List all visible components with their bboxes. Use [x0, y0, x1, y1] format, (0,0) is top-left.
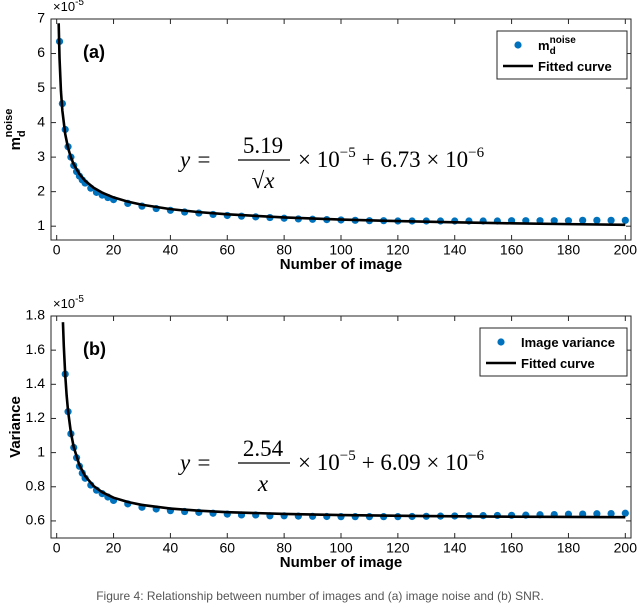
equation-denominator: √x — [252, 168, 276, 193]
plot: 0.6 0.8 1 1.2 1.4 1.6 1.8 0 20 40 60 80 100 120 140 160… — [7, 294, 637, 571]
data-point — [579, 216, 587, 224]
legend-label: Image variance — [521, 335, 615, 350]
exponent-sup: -5 — [75, 294, 84, 305]
legend-sup: noise — [550, 35, 577, 46]
exponent-base: ×10 — [53, 296, 75, 311]
legend-name: Fitted curve — [538, 59, 612, 74]
legend-box — [479, 327, 628, 377]
data-point — [621, 216, 629, 224]
data-point — [593, 216, 601, 224]
equation-denominator: x — [257, 471, 269, 496]
equation-offset: + 6.73 × 10 — [362, 147, 468, 172]
equation-lhs: y = — [178, 450, 211, 475]
x-tick-label: 40 — [163, 540, 179, 556]
y-tick-label: 1 — [37, 443, 45, 459]
y-tick-label: 4 — [37, 113, 45, 129]
axes-box — [50, 315, 632, 539]
equation-numerator: 5.19 — [243, 133, 283, 158]
x-tick-label: 200 — [614, 540, 638, 556]
x-axis-label: Number of image — [280, 554, 403, 571]
legend-marker — [497, 338, 505, 346]
x-tick-label: 180 — [557, 540, 581, 556]
equation-lhs: y = — [178, 147, 211, 172]
x-tick-label: 120 — [386, 540, 410, 556]
data-point — [564, 217, 573, 225]
x-tick-label: 20 — [106, 242, 122, 258]
x-tick-label: 80 — [276, 242, 292, 258]
y-tick-label: 3 — [37, 148, 45, 164]
equation-rhs: × 10−5 + 6.09 × 10−6 — [298, 448, 485, 475]
x-tick-label: 40 — [163, 242, 179, 258]
x-tick-label: 100 — [329, 242, 353, 258]
exponent-label: ×10-5 — [53, 294, 84, 311]
equation-factor-exp: −5 — [340, 145, 356, 161]
y-tick-label: 2 — [37, 182, 45, 198]
y-tick-label: 1.2 — [26, 409, 46, 425]
y-tick-label: 1.8 — [26, 307, 46, 323]
exponent-base: ×10 — [53, 0, 75, 14]
y-tick-label: 1.6 — [26, 341, 46, 357]
equation-numerator: 2.54 — [243, 436, 284, 461]
x-tick-label: 200 — [614, 242, 638, 258]
equation-offset: + 6.09 × 10 — [362, 450, 468, 475]
y-axis-label: mdnoise — [3, 109, 28, 151]
x-tick-label: 100 — [329, 540, 353, 556]
data-point — [550, 217, 558, 225]
caption: Figure 4: Relationship between number of… — [96, 589, 544, 603]
x-tick-label: 160 — [500, 540, 524, 556]
x-tick-label: 160 — [500, 242, 524, 258]
data-point — [607, 216, 615, 224]
equation-factor: × 10 — [298, 450, 340, 475]
y-tick-label: 1.4 — [26, 375, 46, 391]
x-tick-label: 60 — [219, 242, 235, 258]
x-tick-label: 140 — [443, 540, 467, 556]
legend-label: mdnoise — [538, 35, 576, 57]
y-axis-label: Variance — [7, 396, 24, 458]
equation-offset-exp: −6 — [468, 448, 484, 464]
plot: 1 2 3 4 5 6 7 0 20 40 60 80 100 120 140 160 180 200 Number… — [3, 0, 637, 273]
legend-marker — [514, 41, 522, 49]
x-tick-label: 60 — [219, 540, 235, 556]
fitted-line — [61, 322, 626, 519]
fitted-line — [57, 23, 626, 227]
x-tick-label: 140 — [443, 242, 467, 258]
y-tick-label: 5 — [37, 79, 45, 95]
data-point — [593, 510, 601, 518]
equation-factor: × 10 — [298, 147, 340, 172]
data-point — [607, 509, 615, 518]
legend-name: Fitted curve — [521, 356, 595, 371]
x-tick-label: 20 — [106, 540, 122, 556]
equation-rhs: × 10−5 + 6.73 × 10−6 — [298, 145, 485, 172]
legend-box — [496, 30, 628, 80]
exponent-label: ×10-5 — [53, 0, 84, 14]
x-tick-label: 0 — [53, 242, 61, 258]
legend-label: Fitted curve — [521, 356, 595, 371]
x-tick-label: 120 — [386, 242, 410, 258]
panel-label: (b) — [83, 339, 106, 359]
y-tick-label: 0.8 — [26, 477, 46, 493]
x-tick-label: 80 — [276, 540, 292, 556]
legend-name: Image variance — [521, 335, 615, 350]
y-label-base: m — [7, 137, 24, 150]
x-axis-label: Number of image — [280, 256, 403, 273]
equation-offset-exp: −6 — [468, 145, 484, 161]
x-tick-label: 0 — [53, 540, 61, 556]
x-tick-label: 180 — [557, 242, 581, 258]
y-tick-label: 7 — [37, 10, 45, 26]
data-point — [621, 509, 629, 517]
axes-box — [50, 18, 632, 241]
legend-name: m — [538, 38, 550, 53]
legend-label: Fitted curve — [538, 59, 612, 74]
y-label-base: Variance — [7, 396, 24, 458]
y-tick-label: 6 — [37, 44, 45, 60]
exponent-sup: -5 — [75, 0, 84, 8]
y-label-sup: noise — [3, 109, 15, 138]
y-tick-label: 1 — [37, 217, 45, 233]
panel-label: (a) — [83, 42, 105, 62]
y-tick-label: 0.6 — [26, 512, 46, 528]
y-label-sub: d — [16, 130, 28, 137]
legend-sub: d — [550, 46, 556, 57]
equation-factor-exp: −5 — [340, 448, 356, 464]
